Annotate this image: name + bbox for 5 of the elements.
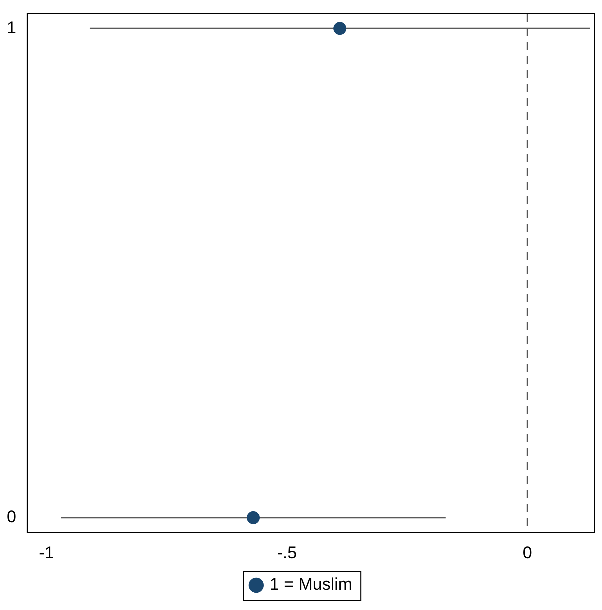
- x-tick-label: 0: [522, 543, 532, 562]
- x-tick-label: -1: [39, 543, 54, 562]
- legend-label: 1 = Muslim: [270, 575, 353, 594]
- x-tick-label: -.5: [277, 543, 298, 562]
- y-tick-label: 1: [6, 18, 16, 38]
